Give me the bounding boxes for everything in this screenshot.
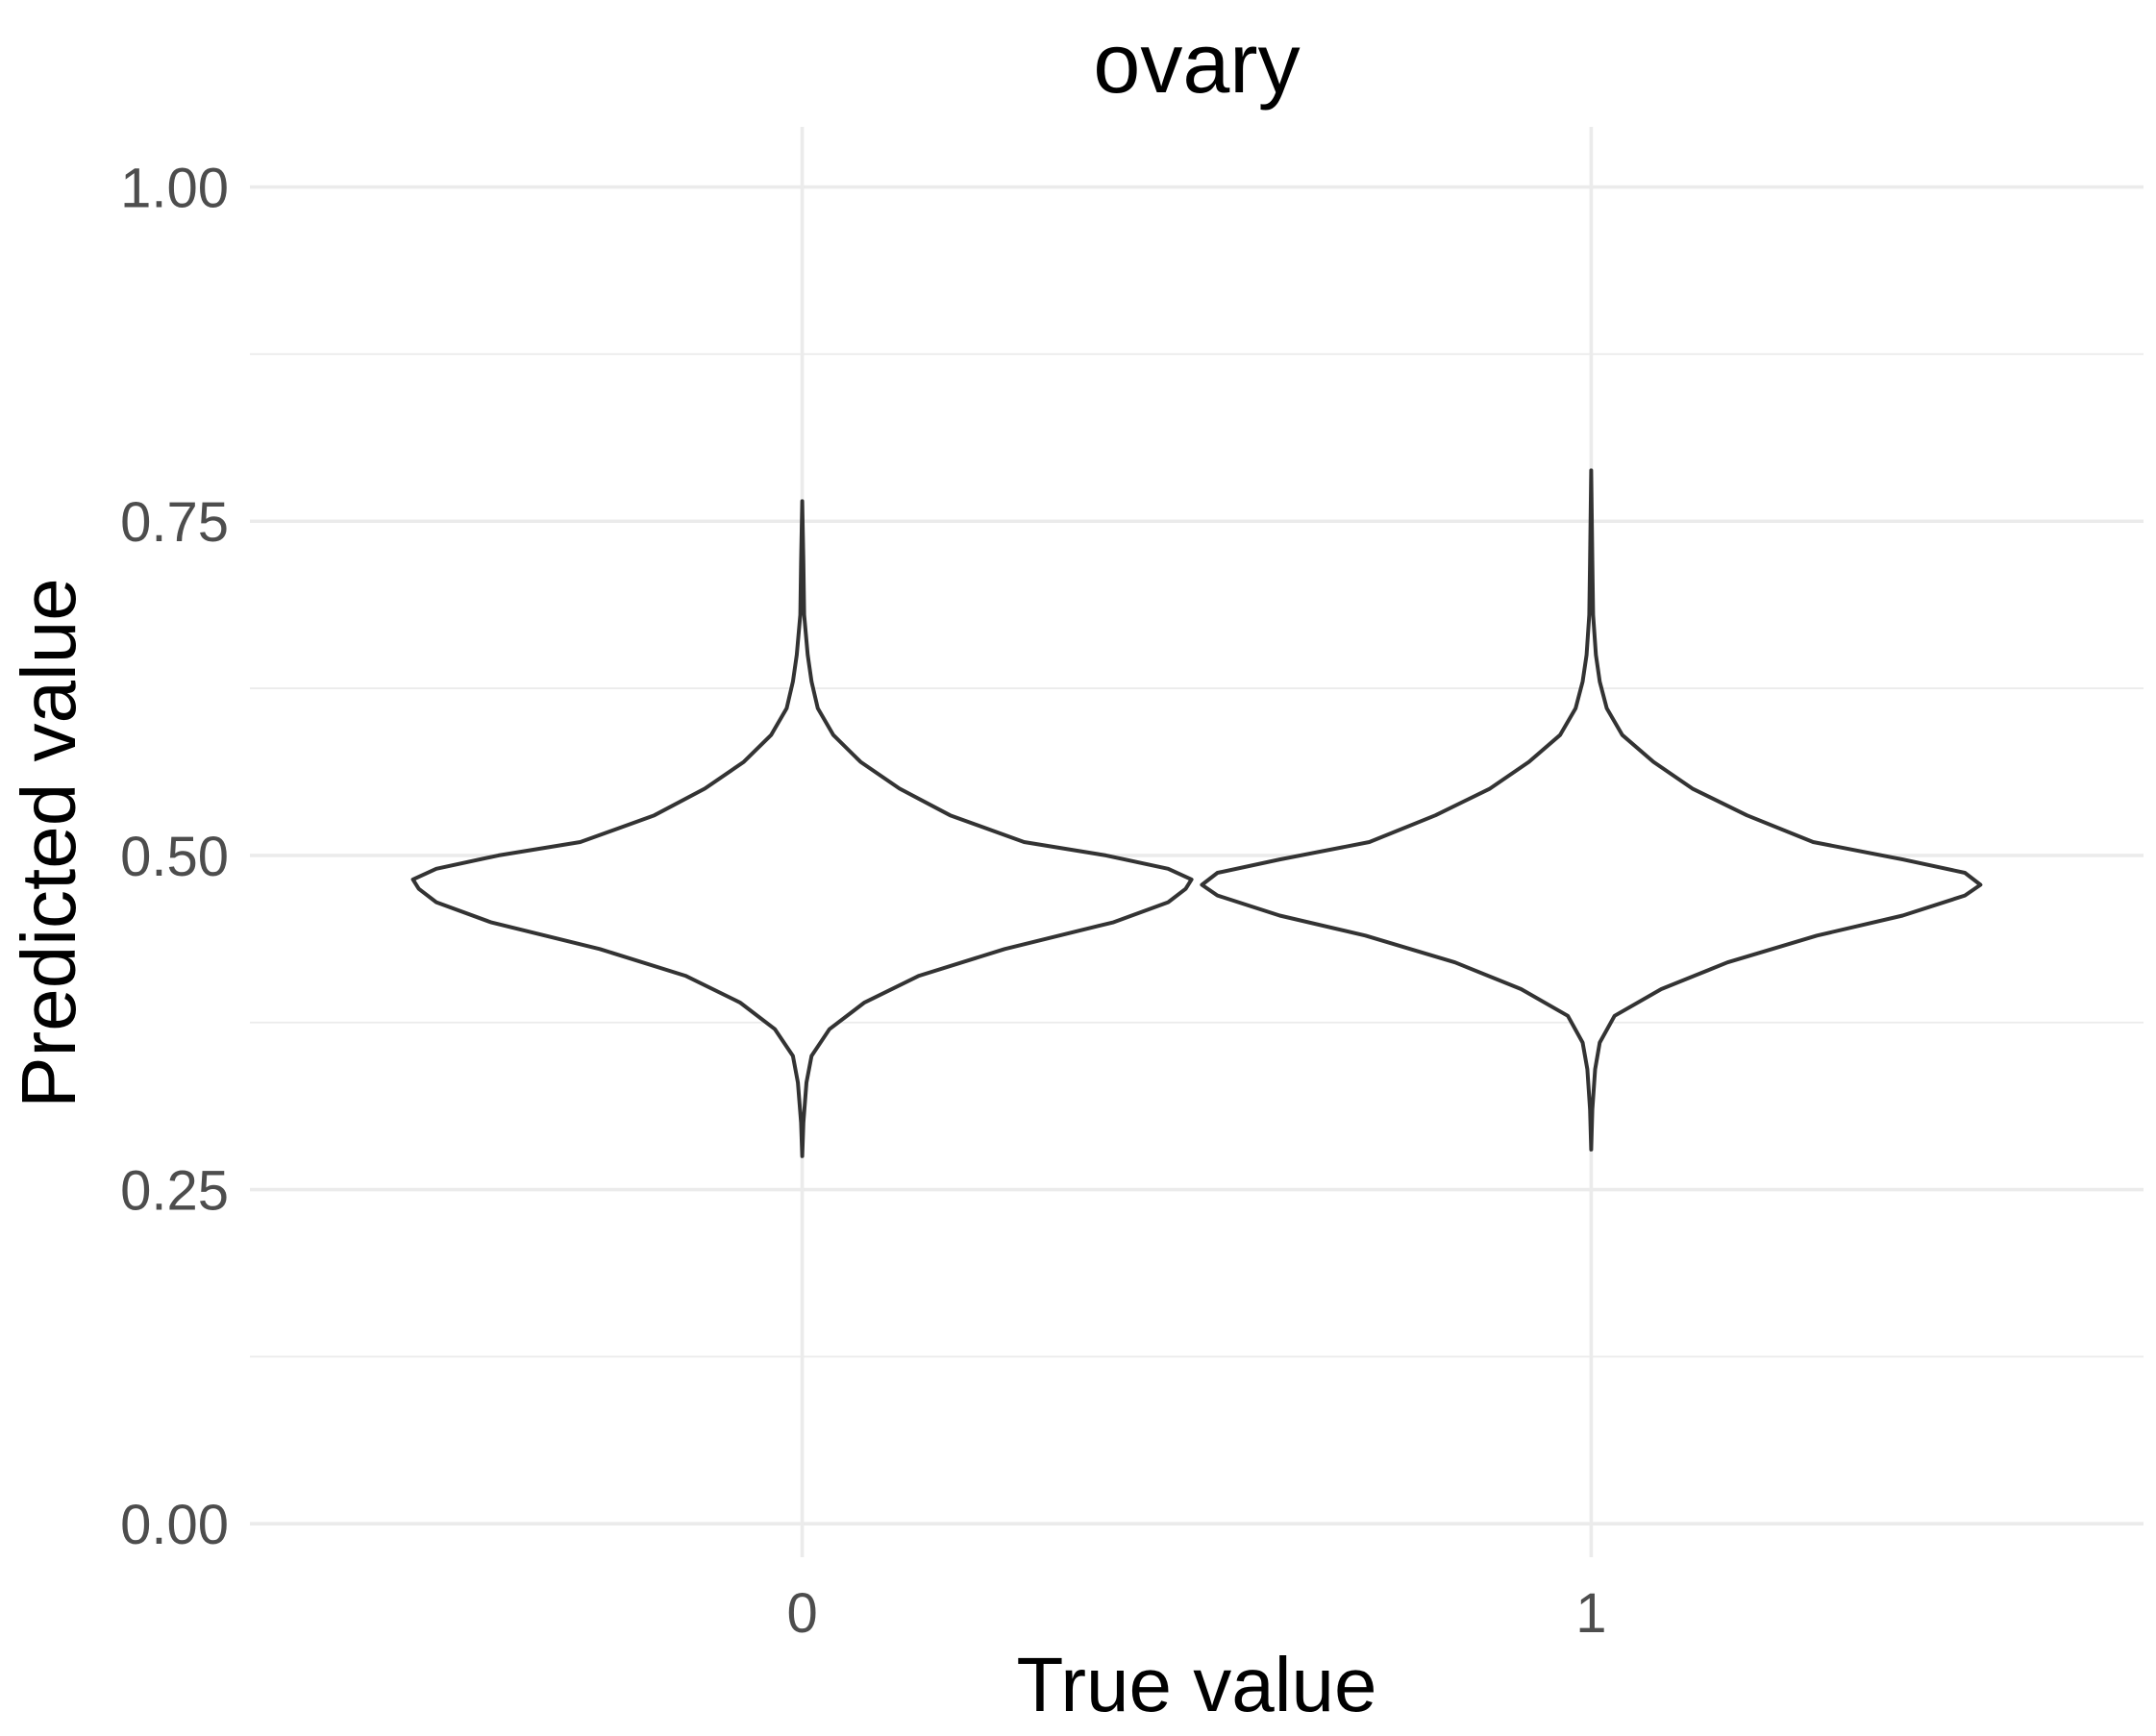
chart-title: ovary (1093, 15, 1300, 111)
grid-lines (250, 127, 2144, 1557)
violin-1 (1200, 468, 1983, 1152)
x-tick-label: 0 (786, 1582, 817, 1645)
x-tick-label: 1 (1575, 1582, 1606, 1645)
y-axis-tick-labels: 0.00 0.25 0.50 0.75 1.00 (120, 158, 229, 1557)
violins (410, 468, 1983, 1158)
y-tick-label: 1.00 (120, 158, 229, 220)
violin-0 (410, 499, 1194, 1158)
x-axis-title: True value (1017, 1642, 1377, 1727)
y-tick-label: 0.00 (120, 1494, 229, 1556)
y-tick-label: 0.50 (120, 826, 229, 888)
y-tick-label: 0.25 (120, 1160, 229, 1223)
y-tick-label: 0.75 (120, 491, 229, 554)
y-axis-title: Predicted value (6, 578, 91, 1107)
